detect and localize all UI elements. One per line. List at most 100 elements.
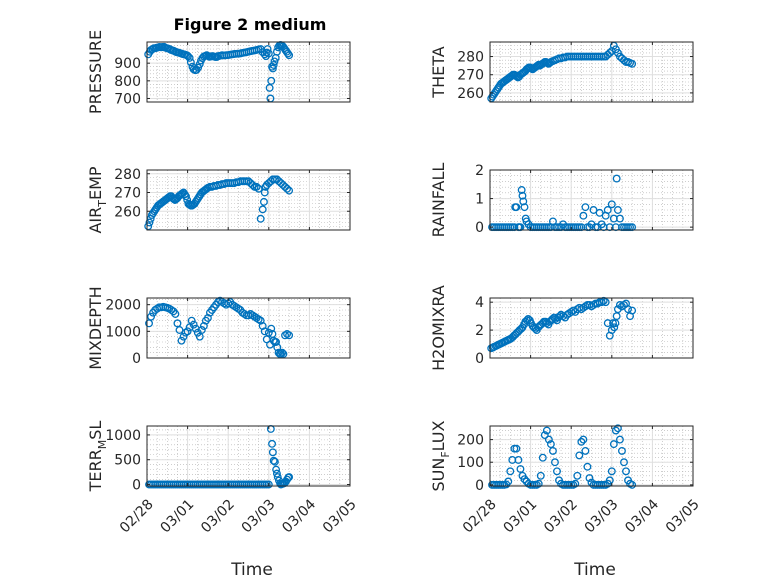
series-sun_flux (488, 424, 637, 489)
y-tick-label: 270 (114, 186, 141, 202)
data-point (628, 480, 637, 489)
data-point (285, 51, 294, 60)
axes-box (146, 297, 351, 359)
y-tick-label: 1000 (105, 428, 141, 444)
panel-h2omixra: 0 2 4 H2OMIXRA (429, 285, 694, 371)
axes-box (489, 169, 694, 231)
data-point (189, 320, 198, 329)
data-point (268, 448, 277, 457)
y-tick-label: 270 (457, 68, 484, 84)
y-tick-label: 260 (114, 204, 141, 220)
data-point (265, 83, 274, 92)
data-point (624, 305, 632, 314)
data-point (270, 57, 279, 66)
data-point (628, 306, 637, 315)
data-point (147, 312, 156, 321)
data-point (571, 479, 580, 488)
data-point (605, 476, 614, 485)
data-point (610, 323, 619, 332)
y-tick-label: 0 (475, 351, 484, 367)
data-point (267, 76, 276, 85)
series-h2omixra (487, 296, 637, 353)
data-point (269, 456, 278, 465)
y-tick-label: 0 (132, 478, 141, 494)
data-point (185, 53, 194, 62)
y-tick-label: 200 (457, 433, 484, 449)
data-point (519, 197, 528, 206)
y-axis-label: THETA (429, 46, 448, 98)
data-point (186, 58, 195, 67)
y-axis-label: MIXDEPTH (86, 286, 105, 369)
y-tick-label: 800 (114, 74, 141, 90)
y-tick-label: 2000 (105, 298, 141, 314)
data-point (277, 350, 285, 358)
data-point (270, 457, 279, 466)
data-point (553, 467, 561, 476)
y-axis-label: PRESSURE (86, 30, 105, 114)
y-axis-label: AIRTEMP (86, 166, 109, 233)
data-point (613, 424, 622, 433)
x-tick-label: 03/01 (158, 496, 198, 536)
data-point (279, 350, 288, 358)
data-point (506, 467, 515, 476)
data-point (264, 480, 273, 489)
data-point (183, 327, 192, 336)
data-point (595, 208, 604, 217)
data-point (264, 328, 273, 337)
minor-grid (489, 425, 694, 486)
data-point (272, 465, 281, 474)
y-axis-label: TERRMSL (86, 421, 109, 493)
axes-box (489, 425, 694, 487)
axes-box (146, 425, 351, 487)
x-tick-label: 03/05 (320, 496, 360, 536)
data-point (583, 462, 592, 471)
data-point (613, 206, 622, 214)
data-point (581, 446, 590, 455)
x-tick-label: 02/28 (460, 496, 500, 536)
axes-box (489, 297, 694, 359)
data-point (585, 474, 594, 483)
data-point (607, 467, 616, 476)
data-point (573, 471, 582, 480)
data-point (248, 181, 257, 189)
data-point (581, 203, 590, 212)
data-point (260, 327, 269, 336)
data-point (182, 192, 190, 201)
y-tick-label: 100 (457, 455, 484, 471)
data-point (264, 49, 273, 58)
data-point (516, 465, 525, 473)
data-point (285, 186, 294, 195)
x-tick-label: 03/05 (663, 496, 703, 536)
data-point (536, 471, 545, 480)
data-point (618, 446, 626, 455)
data-point (575, 451, 584, 460)
x-tick-label: 03/04 (279, 496, 319, 536)
y-axis-label: RAINFALL (429, 163, 448, 238)
data-point (272, 338, 281, 346)
data-point (612, 174, 621, 183)
data-point (179, 332, 188, 341)
y-tick-label: 2 (475, 323, 484, 339)
data-point (601, 298, 610, 307)
data-point (267, 324, 276, 333)
data-point (145, 218, 154, 227)
x-tick-label: 02/28 (117, 496, 157, 536)
data-point (256, 214, 265, 223)
data-point (259, 197, 268, 206)
data-point (589, 206, 598, 214)
y-tick-label: 280 (114, 167, 141, 183)
y-tick-label: 260 (457, 86, 484, 102)
series-air_temp (144, 175, 294, 231)
data-point (269, 60, 278, 69)
axes-box (489, 41, 694, 103)
data-point (285, 473, 294, 482)
data-point (551, 458, 559, 467)
data-point (544, 435, 553, 444)
data-point (283, 184, 292, 193)
data-point (548, 314, 557, 323)
data-point (518, 191, 527, 200)
data-point (278, 348, 287, 357)
data-point (577, 437, 586, 446)
x-tick-label: 03/04 (622, 496, 662, 536)
